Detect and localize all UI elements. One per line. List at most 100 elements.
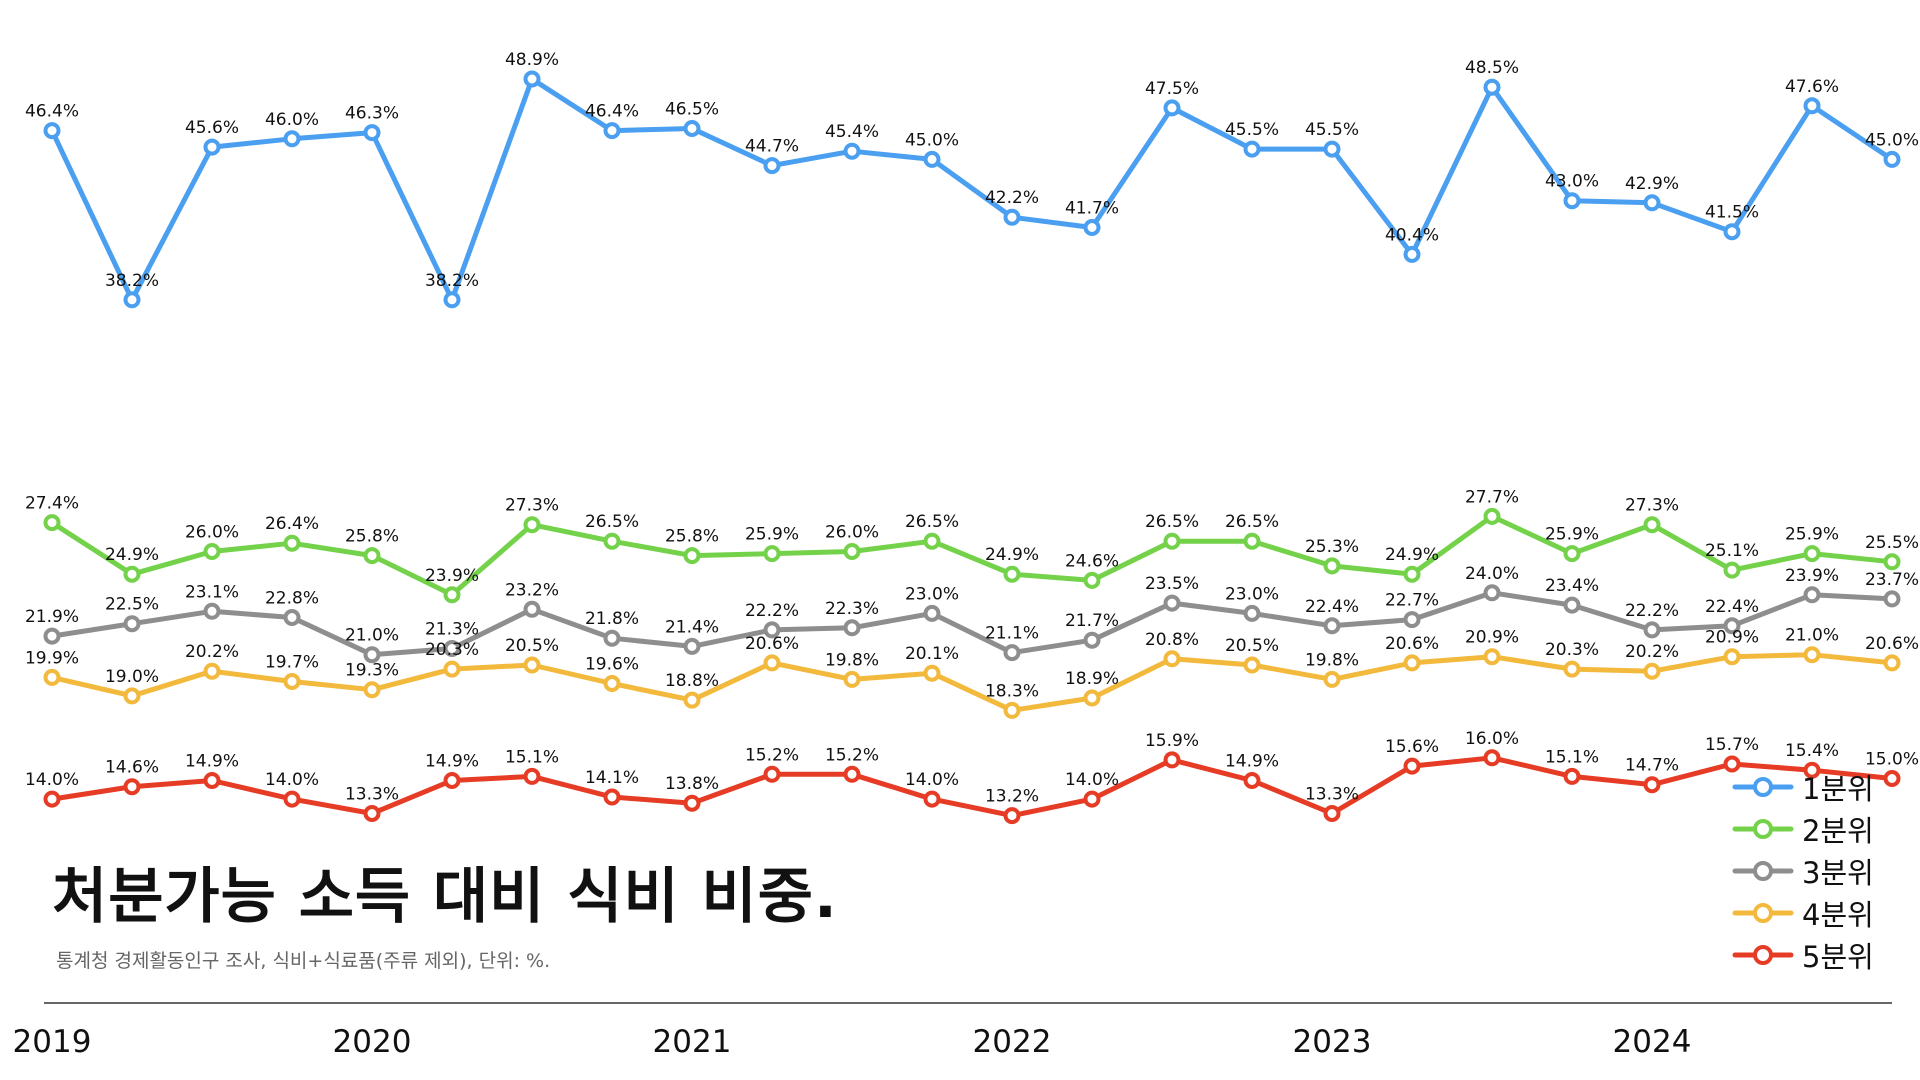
legend: 1분위 2분위 3분위 4분위 5분위 xyxy=(1732,766,1912,986)
legend-marker xyxy=(1732,819,1794,839)
data-point xyxy=(1723,755,1741,773)
data-label: 21.0% xyxy=(1785,626,1839,646)
data-point xyxy=(683,637,701,655)
data-point xyxy=(443,772,461,789)
data-point xyxy=(283,609,301,626)
data-point xyxy=(443,291,461,309)
data-point xyxy=(1403,654,1421,672)
data-point xyxy=(443,640,461,657)
data-point xyxy=(523,767,541,785)
data-label: 45.6% xyxy=(185,118,239,138)
data-label: 23.9% xyxy=(1785,566,1839,586)
data-point xyxy=(1803,761,1821,779)
series-line-2 xyxy=(49,513,1895,598)
data-point xyxy=(843,619,861,637)
data-label: 24.9% xyxy=(105,545,159,565)
data-label: 25.1% xyxy=(1705,541,1759,561)
data-point xyxy=(683,120,701,137)
data-label: 23.4% xyxy=(1545,576,1599,596)
data-label: 23.2% xyxy=(505,580,559,600)
series-4 xyxy=(43,646,1901,719)
data-label: 44.7% xyxy=(745,137,799,157)
data-label: 15.2% xyxy=(825,745,879,765)
data-point xyxy=(1323,805,1341,822)
data-point xyxy=(603,675,621,692)
data-point xyxy=(203,662,221,680)
data-point xyxy=(843,670,861,688)
data-point xyxy=(203,138,221,156)
data-point xyxy=(923,150,941,168)
data-label: 23.0% xyxy=(905,584,959,604)
data-label: 15.2% xyxy=(745,745,799,765)
data-point xyxy=(1083,790,1101,808)
data-point xyxy=(1563,192,1581,210)
series-1 xyxy=(43,70,1901,309)
data-label: 19.0% xyxy=(105,667,159,687)
data-label: 14.0% xyxy=(25,770,79,790)
data-label: 27.3% xyxy=(505,496,559,516)
data-point xyxy=(523,516,541,534)
data-label: 47.6% xyxy=(1785,77,1839,97)
legend-label: 4분위 xyxy=(1802,898,1874,932)
data-label: 25.9% xyxy=(745,525,799,545)
data-point xyxy=(43,122,61,140)
data-point xyxy=(1643,662,1661,680)
legend-label: 1분위 xyxy=(1802,772,1874,806)
data-label: 18.9% xyxy=(1065,669,1119,689)
data-point xyxy=(603,788,621,806)
data-label: 24.6% xyxy=(1065,551,1119,571)
data-point xyxy=(203,543,221,560)
data-point xyxy=(1803,646,1821,664)
data-label: 26.5% xyxy=(1145,512,1199,532)
data-point xyxy=(363,547,381,565)
data-point xyxy=(1003,807,1021,825)
series-layer xyxy=(43,70,1901,825)
data-point xyxy=(1243,532,1261,550)
data-point xyxy=(1243,656,1261,674)
data-point xyxy=(523,656,541,674)
data-label: 23.1% xyxy=(185,582,239,602)
data-point xyxy=(1403,757,1421,775)
data-label: 14.9% xyxy=(425,752,479,772)
data-point xyxy=(1403,565,1421,583)
data-label: 18.8% xyxy=(665,671,719,691)
data-point xyxy=(363,646,381,664)
data-label: 18.3% xyxy=(985,681,1039,701)
data-point xyxy=(923,790,941,808)
data-label: 13.2% xyxy=(985,787,1039,807)
data-point xyxy=(763,621,781,639)
data-point xyxy=(763,157,781,175)
x-tick-label: 2023 xyxy=(1293,1024,1372,1060)
data-label: 14.0% xyxy=(905,770,959,790)
data-label: 13.3% xyxy=(345,785,399,805)
data-label: 46.0% xyxy=(265,110,319,130)
legend-marker xyxy=(1732,861,1794,881)
data-point xyxy=(1163,594,1181,612)
data-label: 15.0% xyxy=(1865,750,1919,770)
series-line-4 xyxy=(49,652,1895,713)
data-label: 21.3% xyxy=(425,620,479,640)
data-point xyxy=(1643,516,1661,534)
x-tick-label: 2022 xyxy=(973,1024,1052,1060)
legend-marker xyxy=(1732,777,1794,797)
data-point xyxy=(843,142,861,160)
data-label: 20.9% xyxy=(1705,628,1759,648)
data-point xyxy=(43,790,61,808)
data-label: 26.5% xyxy=(1225,512,1279,532)
data-label: 45.5% xyxy=(1305,120,1359,140)
data-point xyxy=(203,772,221,789)
data-point xyxy=(1003,565,1021,583)
data-label: 22.8% xyxy=(265,589,319,609)
data-point xyxy=(1323,617,1341,635)
data-point xyxy=(1803,97,1821,115)
data-point xyxy=(1563,767,1581,785)
data-label: 46.4% xyxy=(25,102,79,122)
data-label: 21.1% xyxy=(985,624,1039,644)
data-label: 25.8% xyxy=(345,527,399,547)
data-point xyxy=(603,532,621,550)
data-label: 25.9% xyxy=(1545,525,1599,545)
data-label: 25.9% xyxy=(1785,525,1839,545)
data-label: 14.0% xyxy=(1065,770,1119,790)
data-point xyxy=(1723,223,1741,241)
